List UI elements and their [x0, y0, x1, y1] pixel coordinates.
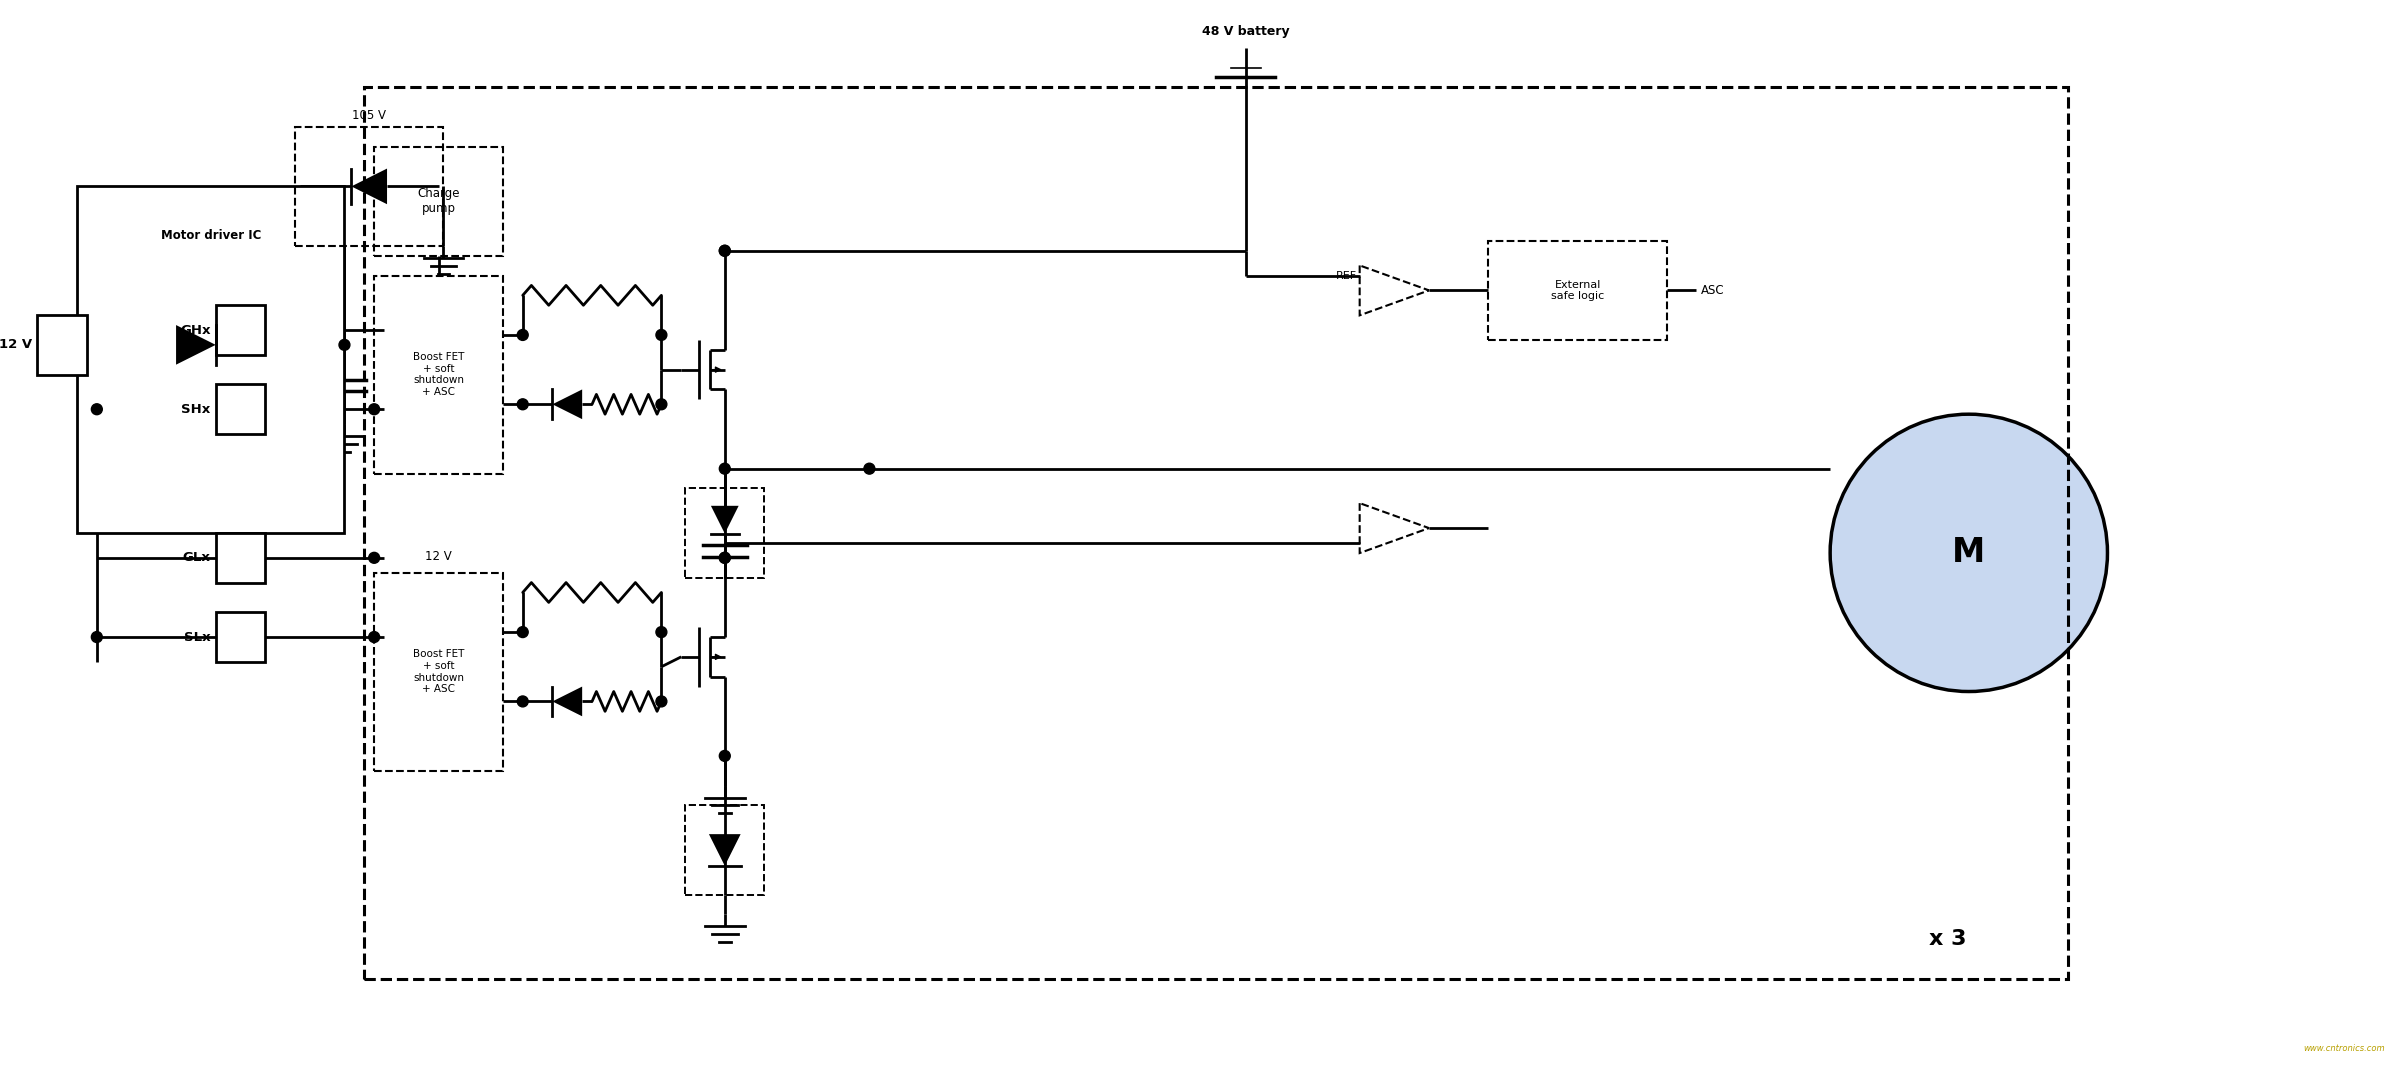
- Polygon shape: [710, 834, 741, 866]
- Polygon shape: [553, 390, 582, 420]
- Circle shape: [368, 632, 380, 642]
- Circle shape: [517, 626, 529, 638]
- Polygon shape: [710, 506, 739, 534]
- Text: Charge
pump: Charge pump: [416, 187, 460, 215]
- Circle shape: [517, 329, 529, 340]
- Text: SLx: SLx: [185, 631, 212, 643]
- Polygon shape: [553, 686, 582, 717]
- Circle shape: [657, 626, 666, 638]
- Bar: [375, 146, 503, 256]
- Text: 12 V: 12 V: [426, 550, 452, 563]
- Bar: [686, 489, 765, 578]
- Text: x 3: x 3: [1930, 929, 1966, 949]
- Circle shape: [719, 750, 731, 762]
- Bar: [217, 384, 265, 434]
- Circle shape: [719, 245, 731, 256]
- Polygon shape: [176, 325, 217, 365]
- Circle shape: [657, 329, 666, 340]
- Bar: [217, 612, 265, 662]
- Text: ASC: ASC: [1701, 284, 1725, 297]
- Bar: [363, 87, 2067, 979]
- Text: Motor driver IC: Motor driver IC: [161, 229, 260, 242]
- Bar: [217, 533, 265, 582]
- Text: External
safe logic: External safe logic: [1552, 280, 1605, 301]
- Text: 12 V: 12 V: [0, 338, 31, 352]
- Circle shape: [368, 404, 380, 414]
- Circle shape: [91, 404, 103, 414]
- Text: GLx: GLx: [183, 551, 212, 564]
- Circle shape: [719, 552, 731, 563]
- Text: 105 V: 105 V: [351, 109, 387, 122]
- Bar: [1489, 241, 1667, 340]
- Text: SHx: SHx: [180, 402, 212, 415]
- Polygon shape: [351, 169, 387, 204]
- Text: 48 V battery: 48 V battery: [1203, 25, 1290, 38]
- Circle shape: [1831, 414, 2108, 692]
- Circle shape: [91, 632, 103, 642]
- Circle shape: [517, 696, 529, 707]
- Bar: [217, 306, 265, 355]
- Circle shape: [368, 552, 380, 563]
- Circle shape: [517, 399, 529, 410]
- Circle shape: [719, 464, 731, 475]
- Bar: [38, 315, 87, 374]
- Text: Boost FET
+ soft
shutdown
+ ASC: Boost FET + soft shutdown + ASC: [414, 352, 464, 397]
- Text: REF: REF: [1335, 270, 1357, 281]
- Circle shape: [719, 245, 731, 256]
- Circle shape: [339, 339, 349, 351]
- Bar: [375, 572, 503, 770]
- Text: www.cntronics.com: www.cntronics.com: [2303, 1044, 2384, 1053]
- Text: GHx: GHx: [180, 324, 212, 337]
- Circle shape: [657, 399, 666, 410]
- Text: M: M: [1951, 536, 1985, 569]
- Circle shape: [864, 464, 876, 475]
- Bar: [686, 806, 765, 894]
- Circle shape: [657, 696, 666, 707]
- Circle shape: [719, 552, 731, 563]
- Bar: [296, 127, 443, 245]
- Bar: [77, 186, 344, 533]
- Bar: [375, 275, 503, 473]
- Text: Boost FET
+ soft
shutdown
+ ASC: Boost FET + soft shutdown + ASC: [414, 649, 464, 694]
